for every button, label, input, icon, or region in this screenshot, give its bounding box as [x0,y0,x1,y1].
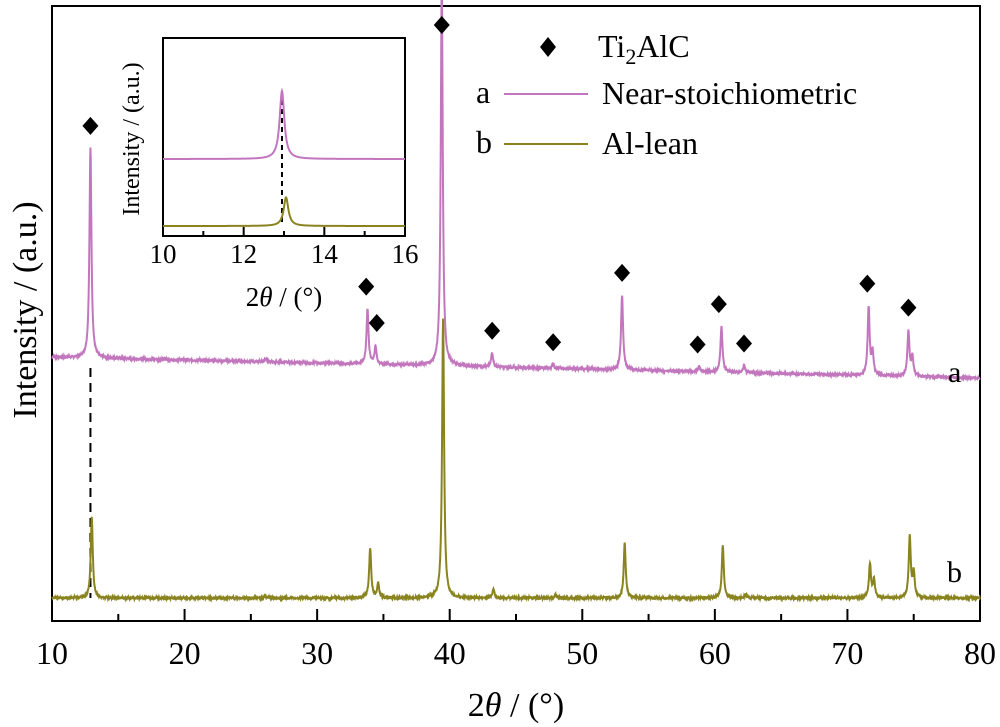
ti2alc-peak-marker [484,321,501,340]
main-x-tick-label: 30 [301,635,333,671]
inset-x-ticks [162,227,406,236]
series-b-label: b [947,556,962,589]
ti2alc-peak-marker [689,335,706,354]
main-x-tick-label: 10 [36,635,68,671]
main-y-axis-label: Intensity / (a.u.) [7,201,44,418]
ti2alc-peak-marker [358,277,375,296]
ti2alc-peak-marker [545,333,562,352]
legend-entry-a-letter: a [476,74,490,110]
main-x-tick-labels: 10 20 30 40 50 60 70 80 [36,635,996,671]
inset-x-tick-label: 10 [150,239,177,269]
inset-series-line-near-stoichiometric [163,87,405,160]
inset-x-tick-labels: 10 12 14 16 [150,239,419,269]
ti2alc-peak-marker [859,274,876,293]
inset-chart: 10 12 14 16 2θ / (°) Intensity / (a.u.) [119,37,419,312]
ti2alc-peak-marker [368,313,385,332]
ti2alc-peak-marker [710,295,727,314]
legend-ti2alc-label: Ti2AlC [598,28,690,69]
main-x-tick-label: 40 [434,635,466,671]
inset-x-tick-label: 16 [392,239,419,269]
main-x-axis-label: 2θ / (°) [468,687,564,724]
series-line-al-lean [51,318,981,603]
legend-entry-a-name: Near-stoichiometric [602,75,857,111]
main-x-tick-label: 60 [699,635,731,671]
main-x-tick-label: 50 [566,635,598,671]
series-line-near-stoichiometric [51,0,981,383]
main-x-ticks [51,609,981,621]
ti2alc-peak-marker [82,116,99,135]
legend: Ti2AlC a Near-stoichiometric b Al-lean [476,28,857,161]
inset-series-line-al-lean [163,195,405,227]
legend-entry-b-name: Al-lean [602,125,698,161]
ti2alc-peak-marker [433,16,450,34]
ti2alc-peak-marker [736,334,753,353]
ti2alc-peak-markers [82,16,917,354]
inset-x-axis-label: 2θ / (°) [246,282,323,312]
main-x-tick-label: 80 [964,635,996,671]
legend-diamond-marker [540,37,556,57]
series-a-label: a [948,356,961,389]
inset-x-tick-label: 14 [311,239,339,269]
legend-entry-b-letter: b [476,124,492,160]
ti2alc-peak-marker [900,298,917,317]
inset-y-axis-label: Intensity / (a.u.) [119,62,145,215]
inset-x-tick-label: 12 [230,239,257,269]
ti2alc-peak-marker [614,263,631,282]
main-x-tick-label: 70 [831,635,863,671]
main-x-tick-label: 20 [169,635,201,671]
